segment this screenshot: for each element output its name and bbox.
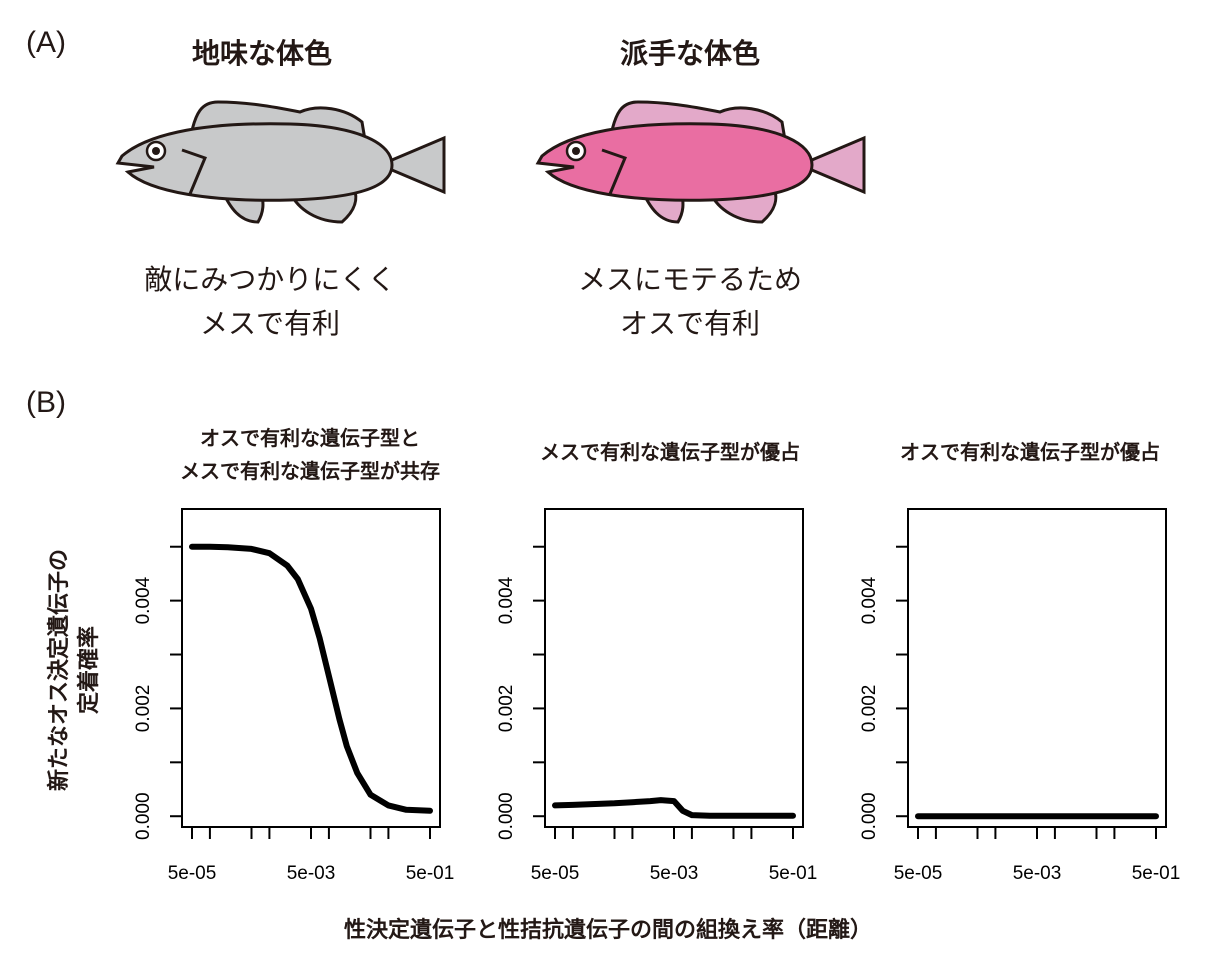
fish-2-icon bbox=[535, 100, 866, 224]
panel-a-label: (A) bbox=[26, 26, 66, 59]
fish-1-desc-line1: 敵にみつかりにくく bbox=[144, 263, 396, 296]
plot-2-y-tick-label: 0.002 bbox=[496, 685, 517, 733]
fish-2-tail-fin bbox=[796, 135, 866, 195]
plot-1-series-line bbox=[189, 543, 433, 814]
plot-3-x-tick-label: 5e-01 bbox=[1132, 863, 1181, 884]
panel-b-label: (B) bbox=[26, 386, 66, 419]
fish-1-tail-fin bbox=[376, 135, 446, 195]
plot-2-title: メスで有利な遺伝子型が優占 bbox=[540, 440, 800, 464]
plot-1-title-line1: オスで有利な遺伝子型と bbox=[200, 426, 420, 450]
fish-1-title: 地味な体色 bbox=[191, 37, 332, 70]
fish-1-icon bbox=[115, 100, 446, 224]
fish-2-title: 派手な体色 bbox=[619, 37, 760, 70]
fish-1-body bbox=[115, 122, 394, 202]
plot-1-y-tick-label: 0.002 bbox=[133, 685, 154, 733]
plot-1-title-line2: メスで有利な遺伝子型が共存 bbox=[180, 459, 440, 483]
plot-3-y-tick-label: 0.000 bbox=[859, 792, 880, 840]
x-axis-label: 性決定遺伝子と性拮抗遺伝子の間の組換え率（距離） bbox=[343, 918, 872, 943]
plot-3-x-tick-label: 5e-03 bbox=[1013, 863, 1062, 884]
fish-2-body bbox=[535, 122, 814, 202]
plot-3-y-tick-label: 0.004 bbox=[859, 576, 880, 624]
plot-1-y-tick-label: 0.004 bbox=[133, 576, 154, 624]
fish-1-description: 敵にみつかりにくく メスで有利 bbox=[100, 258, 440, 346]
plot-1-y-tick-label: 0.000 bbox=[133, 792, 154, 840]
plot-3-frame bbox=[907, 508, 1167, 828]
plot-2-y-tick-label: 0.004 bbox=[496, 576, 517, 624]
plot-3-y-tick-label: 0.002 bbox=[859, 685, 880, 733]
plot-1-x-tick-label: 5e-05 bbox=[168, 863, 217, 884]
plot-1-x-tick-label: 5e-03 bbox=[287, 863, 336, 884]
plot-3-x-tick-label: 5e-05 bbox=[894, 863, 943, 884]
fish-1-desc-line2: メスで有利 bbox=[199, 307, 340, 340]
plot-1-x-tick-label: 5e-01 bbox=[406, 863, 455, 884]
plot-2-series-line bbox=[552, 797, 796, 819]
plot-2-frame bbox=[544, 508, 804, 828]
plots-area: 5e-05 5e-03 5e-01 0.000 0.002 0.004 5e-05 5e-03… bbox=[133, 508, 1181, 884]
fish-2-desc-line1: メスにモテるため bbox=[577, 263, 802, 296]
fish-2-desc-line2: オスで有利 bbox=[619, 307, 760, 340]
plot-2-x-tick-label: 5e-01 bbox=[769, 863, 818, 884]
plot-2-y-tick-label: 0.000 bbox=[496, 792, 517, 840]
fish-2-description: メスにモテるため オスで有利 bbox=[520, 258, 860, 346]
plot-2-x-tick-label: 5e-05 bbox=[531, 863, 580, 884]
plot-1-title: オスで有利な遺伝子型と メスで有利な遺伝子型が共存 bbox=[120, 422, 500, 488]
plot-3-title: オスで有利な遺伝子型が優占 bbox=[900, 440, 1160, 464]
plot-2-x-tick-label: 5e-03 bbox=[650, 863, 699, 884]
fish-illustrations bbox=[115, 100, 866, 224]
plot-1-frame bbox=[181, 508, 441, 828]
